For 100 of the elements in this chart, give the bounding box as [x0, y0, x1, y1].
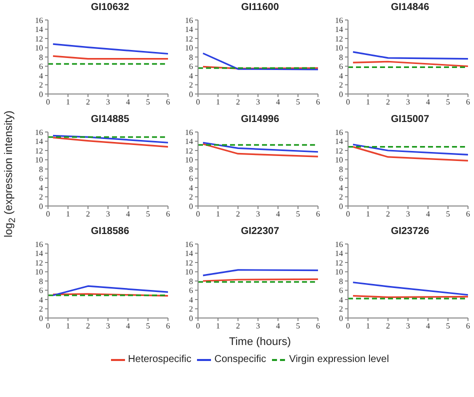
x-tick-label: 3: [406, 210, 410, 219]
x-tick-label: 5: [446, 98, 450, 107]
x-tick-label: 6: [316, 210, 320, 219]
x-tick-label: 6: [166, 98, 170, 107]
y-tick-label: 6: [189, 174, 193, 184]
y-tick-label: 14: [185, 25, 193, 34]
x-tick-label: 0: [196, 210, 200, 219]
x-tick-label: 2: [236, 98, 240, 107]
x-tick-label: 0: [196, 98, 200, 107]
x-tick-label: 3: [106, 322, 110, 331]
x-tick-label: 3: [406, 98, 410, 107]
y-tick-label: 8: [339, 164, 343, 174]
y-tick-label: 12: [185, 146, 193, 156]
y-tick-label: 10: [335, 156, 343, 165]
x-tick-label: 3: [106, 210, 110, 219]
x-tick-label: 2: [86, 322, 90, 331]
x-axis-title: Time (hours): [228, 336, 292, 348]
x-tick-label: 3: [106, 98, 110, 107]
x-tick-label: 0: [46, 98, 50, 107]
x-tick-label: 2: [386, 322, 390, 331]
x-tick-label: 3: [406, 322, 410, 331]
chart-title: GI10632: [90, 2, 130, 15]
x-tick-label: 4: [126, 98, 130, 107]
x-tick-label: 1: [66, 322, 70, 331]
x-tick-label: 1: [366, 322, 370, 331]
chart-title: GI14846: [390, 2, 430, 15]
y-tick-label: 4: [39, 71, 43, 80]
y-tick-label: 16: [335, 16, 343, 25]
y-tick-label: 16: [185, 128, 193, 137]
y-tick-label: 2: [39, 80, 43, 90]
y-tick-label: 10: [185, 156, 193, 165]
x-tick-label: 0: [196, 322, 200, 331]
y-tick-label: 4: [339, 183, 343, 192]
x-tick-label: 4: [276, 210, 280, 219]
x-tick-label: 3: [256, 210, 260, 219]
y-tick-label: 0: [39, 90, 43, 99]
y-tick-label: 6: [39, 174, 43, 184]
x-tick-label: 6: [466, 210, 470, 219]
x-tick-label: 0: [46, 210, 50, 219]
y-tick-label: 4: [339, 71, 343, 80]
x-tick-label: 6: [466, 322, 470, 331]
y-tick-label: 2: [39, 304, 43, 314]
y-tick-label: 6: [339, 286, 343, 296]
y-tick-label: 14: [335, 249, 343, 258]
y-tick-label: 8: [39, 276, 43, 286]
x-tick-label: 4: [126, 210, 130, 219]
y-tick-label: 2: [339, 192, 343, 202]
x-tick-label: 3: [256, 98, 260, 107]
y-tick-label: 8: [339, 276, 343, 286]
x-tick-label: 6: [316, 98, 320, 107]
x-tick-label: 0: [346, 98, 350, 107]
y-tick-label: 8: [189, 276, 193, 286]
x-tick-label: 6: [166, 210, 170, 219]
x-tick-label: 1: [216, 322, 220, 331]
x-tick-label: 4: [426, 98, 430, 107]
x-tick-label: 2: [236, 322, 240, 331]
y-tick-label: 4: [39, 295, 43, 304]
y-tick-label: 2: [339, 304, 343, 314]
y-tick-label: 0: [189, 314, 193, 323]
y-tick-label: 14: [185, 249, 193, 258]
y-tick-label: 14: [335, 137, 343, 146]
y-tick-label: 2: [189, 304, 193, 314]
y-tick-label: 2: [189, 80, 193, 90]
y-tick-label: 10: [35, 268, 43, 277]
y-tick-label: 10: [335, 268, 343, 277]
x-tick-label: 2: [86, 210, 90, 219]
y-tick-label: 6: [39, 286, 43, 296]
x-tick-label: 2: [86, 98, 90, 107]
x-tick-label: 5: [446, 322, 450, 331]
y-tick-label: 0: [189, 202, 193, 211]
chart-title: GI11600: [240, 2, 280, 15]
y-tick-label: 16: [35, 128, 43, 137]
x-tick-label: 1: [216, 210, 220, 219]
x-tick-label: 2: [236, 210, 240, 219]
y-tick-label: 8: [189, 52, 193, 62]
y-tick-label: 2: [339, 80, 343, 90]
y-tick-label: 0: [39, 314, 43, 323]
y-tick-label: 8: [39, 164, 43, 174]
chart-title: GI14885: [90, 114, 130, 127]
x-tick-label: 6: [166, 322, 170, 331]
x-tick-label: 5: [296, 322, 300, 331]
y-tick-label: 16: [35, 16, 43, 25]
y-tick-label: 6: [39, 62, 43, 72]
x-tick-label: 2: [386, 98, 390, 107]
y-tick-label: 4: [189, 295, 193, 304]
x-tick-label: 5: [296, 98, 300, 107]
x-tick-label: 5: [296, 210, 300, 219]
x-tick-label: 5: [146, 210, 150, 219]
legend-label: Conspecific: [213, 354, 266, 365]
x-tick-label: 0: [346, 210, 350, 219]
y-tick-label: 16: [185, 240, 193, 249]
chart-title: GI18586: [90, 226, 130, 239]
y-tick-label: 12: [335, 34, 343, 44]
y-tick-label: 8: [189, 164, 193, 174]
x-tick-label: 6: [466, 98, 470, 107]
y-tick-label: 12: [35, 258, 43, 268]
y-tick-label: 0: [39, 202, 43, 211]
y-tick-label: 16: [335, 128, 343, 137]
y-tick-label: 0: [189, 90, 193, 99]
y-tick-label: 10: [335, 44, 343, 53]
